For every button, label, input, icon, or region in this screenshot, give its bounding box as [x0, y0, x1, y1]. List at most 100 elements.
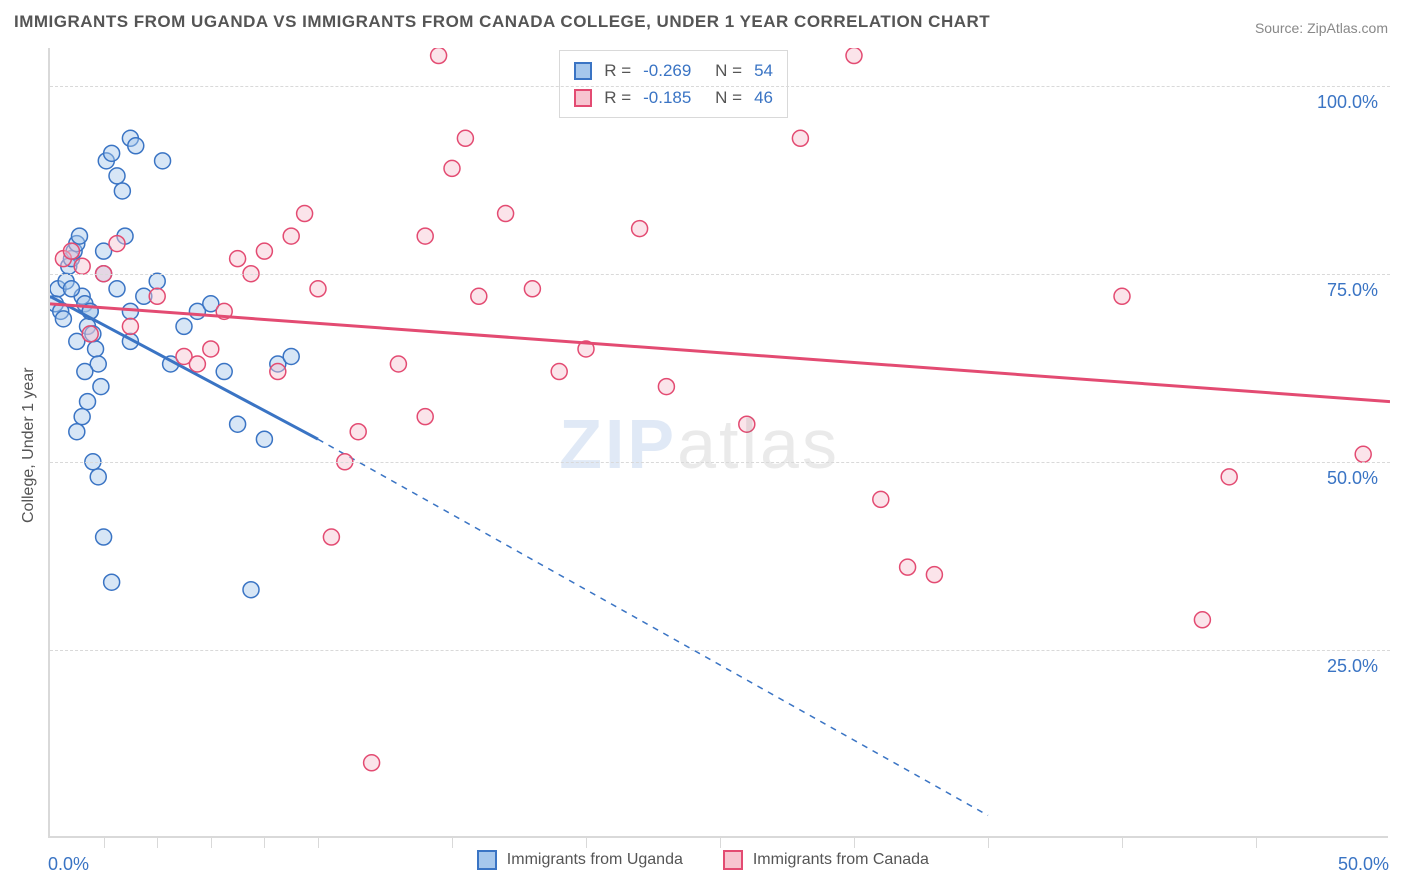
gridline: [50, 650, 1390, 651]
scatter-point: [63, 281, 79, 297]
scatter-point: [457, 130, 473, 146]
scatter-point: [69, 424, 85, 440]
legend-swatch: [574, 89, 592, 107]
scatter-point: [203, 341, 219, 357]
y-tick-label: 25.0%: [1327, 656, 1378, 677]
scatter-point: [1221, 469, 1237, 485]
correlation-legend: R =-0.269N =54R =-0.185N =46: [559, 50, 788, 118]
scatter-point: [792, 130, 808, 146]
scatter-point: [216, 364, 232, 380]
legend-swatch: [723, 850, 743, 870]
scatter-point: [578, 341, 594, 357]
scatter-point: [297, 206, 313, 222]
x-tick-mark: [720, 838, 721, 848]
scatter-point: [149, 273, 165, 289]
scatter-point: [1194, 612, 1210, 628]
scatter-point: [524, 281, 540, 297]
scatter-point: [471, 288, 487, 304]
scatter-point: [444, 160, 460, 176]
scatter-point: [69, 333, 85, 349]
legend-item: Immigrants from Canada: [723, 850, 929, 870]
scatter-point: [61, 258, 77, 274]
gridline: [50, 462, 1390, 463]
scatter-point: [109, 281, 125, 297]
scatter-point: [658, 379, 674, 395]
scatter-point: [632, 221, 648, 237]
legend-swatch: [477, 850, 497, 870]
x-tick-label: 50.0%: [1338, 854, 1389, 875]
y-tick-label: 100.0%: [1317, 92, 1378, 113]
scatter-point: [104, 574, 120, 590]
scatter-point: [74, 409, 90, 425]
scatter-point: [114, 183, 130, 199]
scatter-point: [739, 416, 755, 432]
scatter-point: [230, 251, 246, 267]
y-tick-label: 50.0%: [1327, 468, 1378, 489]
scatter-point: [873, 491, 889, 507]
scatter-point: [498, 206, 514, 222]
scatter-point: [283, 348, 299, 364]
scatter-point: [270, 356, 286, 372]
n-value: 54: [754, 57, 773, 84]
y-axis-label: College, Under 1 year: [20, 367, 38, 523]
series-legend: Immigrants from Uganda Immigrants from Ca…: [477, 850, 929, 870]
scatter-point: [431, 48, 447, 64]
scatter-point: [71, 228, 87, 244]
scatter-point: [82, 303, 98, 319]
source-label: Source: ZipAtlas.com: [1255, 20, 1388, 36]
scatter-point: [122, 130, 138, 146]
watermark-zip: ZIP: [559, 405, 677, 483]
scatter-point: [55, 311, 71, 327]
scatter-point: [66, 243, 82, 259]
scatter-point: [50, 296, 63, 312]
scatter-point: [551, 364, 567, 380]
scatter-point: [80, 318, 96, 334]
gridline: [50, 274, 1390, 275]
x-tick-mark: [586, 838, 587, 848]
scatter-point: [128, 138, 144, 154]
x-tick-mark: [1122, 838, 1123, 848]
scatter-point: [104, 145, 120, 161]
scatter-point: [82, 326, 98, 342]
watermark: ZIPatlas: [559, 404, 840, 484]
scatter-point: [96, 529, 112, 545]
scatter-point: [58, 273, 74, 289]
scatter-point: [122, 303, 138, 319]
plot-area: ZIPatlas R =-0.269N =54R =-0.185N =46 25…: [48, 48, 1388, 838]
x-tick-mark: [211, 838, 212, 848]
scatter-point: [109, 168, 125, 184]
x-tick-label: 0.0%: [48, 854, 89, 875]
scatter-point: [77, 296, 93, 312]
scatter-point: [926, 567, 942, 583]
trendline-solid: [50, 304, 1390, 402]
scatter-point: [90, 469, 106, 485]
watermark-atlas: atlas: [677, 405, 840, 483]
scatter-point: [155, 153, 171, 169]
scatter-point: [243, 582, 259, 598]
scatter-point: [117, 228, 133, 244]
scatter-point: [98, 153, 114, 169]
x-tick-mark: [318, 838, 319, 848]
scatter-point: [63, 243, 79, 259]
legend-label: Immigrants from Uganda: [507, 851, 683, 869]
scatter-point: [176, 318, 192, 334]
scatter-point: [69, 236, 85, 252]
scatter-point: [417, 228, 433, 244]
x-tick-mark: [988, 838, 989, 848]
scatter-point: [417, 409, 433, 425]
scatter-point: [122, 318, 138, 334]
chart-title: IMMIGRANTS FROM UGANDA VS IMMIGRANTS FRO…: [14, 12, 990, 32]
scatter-point: [55, 251, 71, 267]
trendline-solid: [50, 296, 318, 439]
x-tick-mark: [264, 838, 265, 848]
scatter-point: [350, 424, 366, 440]
scatter-point: [63, 251, 79, 267]
scatter-point: [323, 529, 339, 545]
r-label: R =: [604, 84, 631, 111]
scatter-point: [1114, 288, 1130, 304]
scatter-point: [93, 379, 109, 395]
x-tick-mark: [452, 838, 453, 848]
scatter-point: [163, 356, 179, 372]
scatter-point: [109, 236, 125, 252]
scatter-point: [136, 288, 152, 304]
